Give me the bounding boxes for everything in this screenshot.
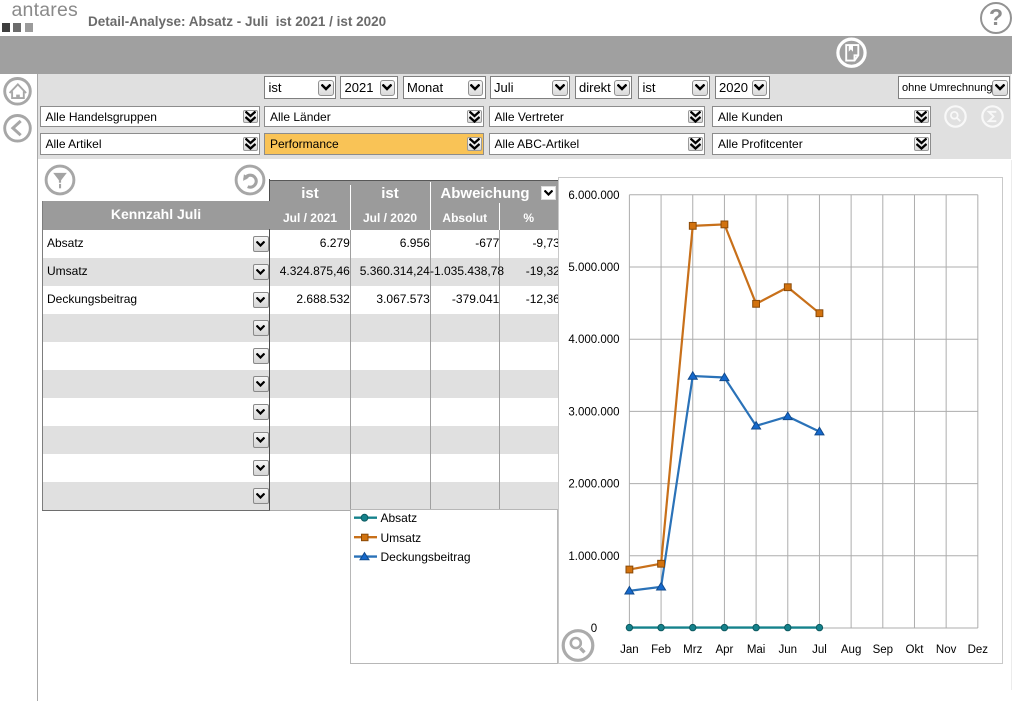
svg-text:Mai: Mai: [747, 644, 766, 656]
svg-text:Aug: Aug: [841, 644, 861, 656]
svg-text:Apr: Apr: [715, 644, 733, 656]
svg-text:Dez: Dez: [968, 644, 989, 656]
svg-text:Jul: Jul: [812, 644, 827, 656]
svg-text:Okt: Okt: [906, 644, 925, 656]
svg-text:0: 0: [591, 623, 597, 635]
svg-text:3.000.000: 3.000.000: [568, 406, 619, 418]
svg-text:Nov: Nov: [936, 644, 957, 656]
svg-text:Jun: Jun: [779, 644, 798, 656]
svg-text:2.000.000: 2.000.000: [568, 478, 619, 490]
svg-text:Feb: Feb: [651, 644, 671, 656]
svg-text:6.000.000: 6.000.000: [568, 189, 619, 201]
svg-text:Sep: Sep: [873, 644, 893, 656]
svg-text:5.000.000: 5.000.000: [568, 262, 619, 274]
svg-text:Jan: Jan: [620, 644, 639, 656]
svg-text:Mrz: Mrz: [683, 644, 702, 656]
svg-text:1.000.000: 1.000.000: [568, 550, 619, 562]
svg-text:4.000.000: 4.000.000: [568, 334, 619, 346]
